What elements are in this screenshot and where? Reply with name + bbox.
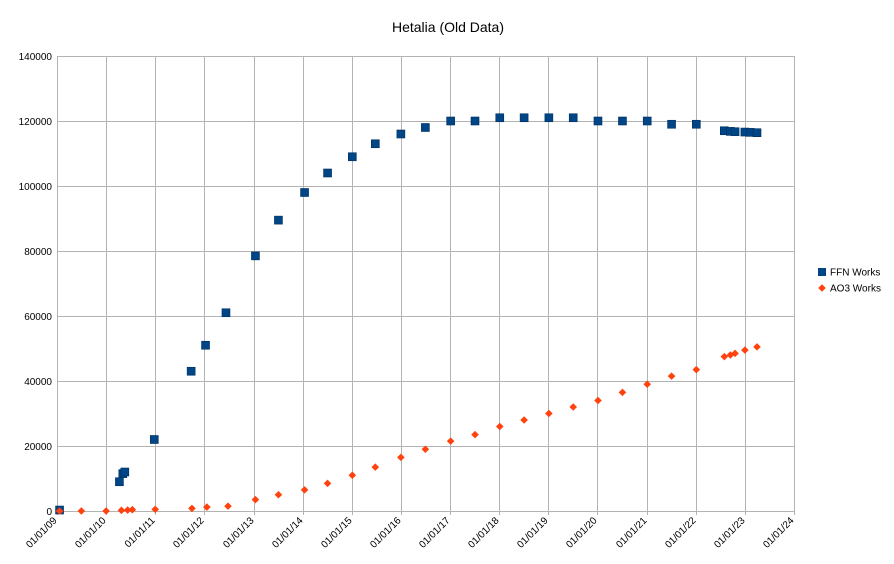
data-point-ffn [300,188,309,197]
y-tick-label: 20000 [24,442,52,453]
series-ao3-works [55,343,761,515]
data-point-ao3 [397,453,405,462]
data-point-ao3 [618,388,627,397]
data-point-ffn [348,152,357,162]
legend-label: AO3 Works [830,284,881,295]
data-point-ffn [593,116,603,126]
data-point-ffn [642,116,652,126]
data-point-ffn [692,119,701,129]
x-tick-label: 01/01/24 [761,515,797,551]
data-point-ao3 [720,352,729,361]
data-point-ao3 [77,507,86,515]
data-point-ao3 [731,349,739,358]
data-point-ao3 [55,507,64,515]
data-point-ao3 [203,503,211,511]
data-point-ao3 [569,403,578,411]
data-point-ao3 [446,437,455,445]
x-tick-label: 01/01/18 [466,515,502,551]
x-tick-label: 01/01/12 [171,515,207,551]
x-tick-label: 01/01/23 [712,515,748,551]
data-point-ffn [120,467,130,477]
y-tick-label: 60000 [24,312,52,323]
x-tick-label: 01/01/21 [614,515,650,551]
data-point-ffn [149,435,159,444]
data-point-ffn [667,119,676,129]
x-tick-label: 01/01/14 [270,515,306,551]
data-point-ao3 [667,372,676,380]
legend-label: FFN Works [830,268,880,279]
x-tick-label: 01/01/19 [515,515,551,551]
data-point-ao3 [123,506,132,514]
data-point-ao3 [300,486,309,494]
data-point-ffn [396,129,406,139]
y-tick-label: 80000 [24,247,52,258]
data-point-ffn [519,113,529,123]
data-point-ao3 [151,505,160,514]
y-tick-label: 140000 [19,52,53,63]
y-tick-label: 100000 [19,182,53,193]
data-point-ffn [544,113,554,123]
data-point-ao3 [323,479,332,488]
x-tick-label: 01/01/13 [221,515,257,551]
data-point-ao3 [274,490,283,499]
data-point-ffn [201,340,210,350]
legend-marker-ffn [818,268,826,276]
series-ffn-works [55,113,762,515]
data-point-ffn [323,168,332,178]
data-point-ao3 [224,502,232,510]
data-point-ao3 [495,422,504,431]
data-point-ffn [730,127,740,137]
x-tick-label: 01/01/22 [663,515,699,551]
data-point-ao3 [348,471,357,480]
data-point-ffn [421,123,430,132]
data-point-ao3 [251,495,260,504]
x-axis-ticks: 01/01/09 01/01/10 01/01/11 01/01/12 01/01/13… [24,515,797,551]
data-point-ao3 [421,445,430,454]
y-tick-label: 40000 [24,377,52,388]
y-axis-ticks: 0 20000 40000 60000 80000 100000 120000 140000 [19,52,53,518]
data-point-ffn [274,215,283,225]
data-point-ao3 [741,346,749,354]
x-tick-label: 01/01/17 [417,515,453,551]
x-tick-label: 01/01/10 [73,515,109,551]
data-point-ffn [495,113,505,123]
data-point-ffn [371,139,380,149]
data-point-ffn [568,113,578,123]
x-tick-label: 01/01/09 [24,515,60,551]
legend-marker-ao3 [818,284,826,292]
y-tick-label: 120000 [19,117,53,128]
data-point-ao3 [117,506,126,515]
data-point-ao3 [128,505,137,514]
data-point-ffn [186,366,196,376]
data-point-ao3 [188,504,196,513]
data-point-ffn [251,251,260,261]
chart-title: Hetalia (Old Data) [392,19,504,35]
data-point-ao3 [520,416,528,424]
data-point-ffn [752,128,762,137]
x-tick-label: 01/01/15 [319,515,355,551]
data-point-ao3 [594,396,602,405]
data-point-ffn [221,308,231,318]
x-tick-label: 01/01/20 [564,515,600,551]
data-point-ffn [470,116,480,126]
data-point-ao3 [643,380,652,389]
data-point-ao3 [692,365,701,374]
data-point-ao3 [471,430,479,439]
data-point-ffn [446,116,455,126]
data-point-ao3 [545,409,553,418]
data-point-ffn [115,477,124,487]
x-tick-label: 01/01/11 [123,515,158,550]
data-point-ao3 [371,463,380,471]
grid [57,56,795,515]
series-markers [55,113,762,515]
legend: FFN Works AO3 Works [818,268,881,295]
x-tick-label: 01/01/16 [368,515,404,551]
y-tick-label: 0 [46,507,52,518]
plot-border [57,56,795,512]
data-point-ffn [618,116,627,126]
data-point-ao3 [753,343,761,351]
data-point-ao3 [102,507,110,515]
